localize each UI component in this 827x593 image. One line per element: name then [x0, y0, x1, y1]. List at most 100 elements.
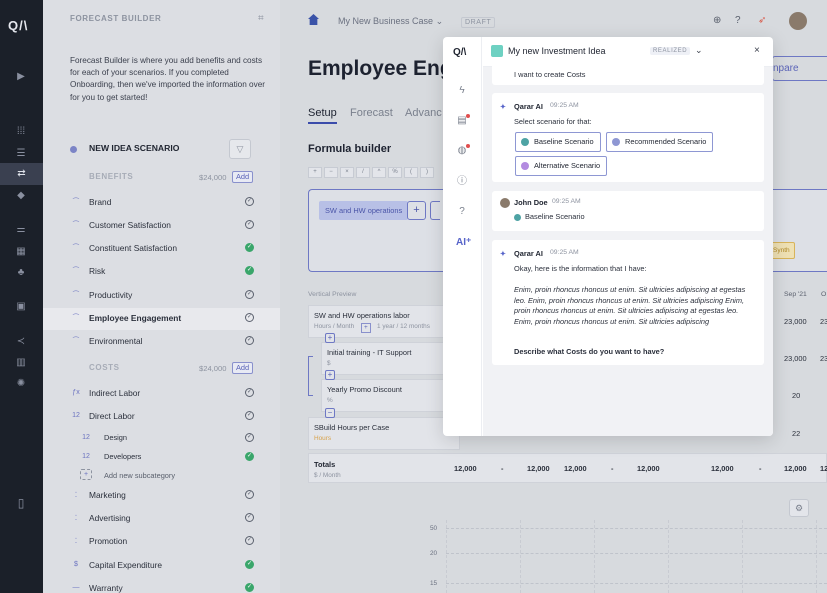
- alternative-scenario-option[interactable]: Alternative Scenario: [515, 156, 608, 176]
- cost-item[interactable]: ⁚ Marketing ✓: [70, 485, 280, 507]
- chat-icon[interactable]: ◍: [456, 144, 470, 157]
- benefit-item[interactable]: ⁀ Brand ✓: [70, 192, 280, 214]
- cube-icon[interactable]: ◆: [17, 190, 25, 201]
- benefit-item[interactable]: ⁀ Environmental ✓: [70, 331, 280, 353]
- status-complete-icon: ✓: [245, 583, 254, 592]
- preview-row[interactable]: SBuild Hours per Case Hours: [308, 417, 460, 450]
- play-icon[interactable]: ▶: [17, 71, 25, 82]
- cost-item[interactable]: ⁚ Promotion ✓: [70, 531, 280, 553]
- benefit-item[interactable]: ⁀ Customer Satisfaction ✓: [70, 215, 280, 237]
- flow-icon[interactable]: ⇄: [0, 163, 43, 185]
- grid-line: [594, 520, 595, 593]
- status-complete-icon: ✓: [245, 266, 254, 275]
- cost-item[interactable]: $ Capital Expenditure ✓: [70, 555, 280, 577]
- number-icon: ⁚: [74, 515, 78, 522]
- multiply-operator-button[interactable]: ×: [340, 167, 354, 178]
- benefit-item[interactable]: ⁀ Productivity ✓: [70, 285, 280, 307]
- info-icon[interactable]: ⓘ: [457, 176, 467, 187]
- preview-row[interactable]: Initial training - IT Support $: [321, 342, 460, 375]
- sender-name: Qarar AI: [514, 249, 543, 258]
- help-icon[interactable]: ?: [459, 206, 465, 217]
- bar-chart-icon[interactable]: ▥: [16, 357, 26, 368]
- globe-icon[interactable]: ⊕: [713, 15, 722, 26]
- close-button[interactable]: ×: [754, 45, 760, 56]
- grid-icon[interactable]: ⁞⁞⁞: [16, 126, 26, 137]
- close-paren-button[interactable]: ): [420, 167, 434, 178]
- costs-amount: $24,000: [199, 364, 227, 373]
- message-time: 09:25 AM: [550, 249, 579, 256]
- grid-line: [520, 520, 521, 593]
- preview-row[interactable]: Yearly Promo Discount %: [321, 379, 460, 412]
- benefit-item[interactable]: ⁀ Constituent Satisfaction ✓: [70, 238, 280, 260]
- document-icon[interactable]: ▤: [456, 114, 470, 127]
- rocket-icon[interactable]: ➶: [758, 15, 767, 26]
- tab-forecast[interactable]: Forecast: [350, 107, 393, 119]
- more-button[interactable]: [430, 201, 440, 220]
- synthesize-button[interactable]: Synth: [769, 242, 795, 259]
- add-icon[interactable]: +: [361, 323, 371, 333]
- baseline-scenario-option[interactable]: Baseline Scenario: [515, 132, 601, 152]
- lightning-icon[interactable]: ϟ: [459, 85, 465, 96]
- grid-toggle-icon[interactable]: ⌗: [258, 13, 264, 24]
- settings-icon[interactable]: ✺: [16, 378, 26, 389]
- breadcrumb[interactable]: My New Business Case ⌄: [338, 16, 443, 27]
- cost-item[interactable]: 12 Direct Labor ✓: [70, 406, 280, 428]
- list-icon[interactable]: ☰: [16, 148, 26, 159]
- home-icon[interactable]: [308, 14, 319, 25]
- recommended-scenario-option[interactable]: Recommended Scenario: [606, 132, 714, 152]
- cost-item[interactable]: ƒx Indirect Labor ✓: [70, 383, 280, 405]
- status-icon: ✓: [245, 536, 254, 545]
- benefit-item[interactable]: ⁀ Risk ✓: [70, 261, 280, 283]
- cost-subitem[interactable]: 12 Design ✓: [70, 428, 280, 450]
- total-value: 12,000: [784, 464, 807, 473]
- minus-operator-button[interactable]: −: [324, 167, 338, 178]
- table-icon[interactable]: ▦: [16, 246, 26, 257]
- tab-advanced[interactable]: Advanc: [405, 107, 442, 119]
- modal-sidebar: Q/\ ϟ ▤ ◍ ⓘ ? AI⁺: [443, 37, 482, 436]
- add-operator-button[interactable]: +: [407, 201, 426, 220]
- tab-setup[interactable]: Setup: [308, 107, 337, 124]
- open-paren-button[interactable]: (: [404, 167, 418, 178]
- cost-item[interactable]: — Warranty ✓: [70, 578, 280, 593]
- benefit-item-selected[interactable]: ⁀ Employee Engagement ✓: [43, 308, 280, 330]
- chevron-down-icon[interactable]: ⌄: [695, 45, 703, 55]
- filter-icon[interactable]: ▽: [229, 139, 251, 159]
- chart-settings-icon[interactable]: ⚙: [789, 499, 809, 517]
- ai-icon[interactable]: AI⁺: [456, 237, 472, 248]
- compare-button[interactable]: npare: [772, 56, 827, 81]
- message-body: Enim, proin rhoncus rhoncus ut enim. Sit…: [514, 285, 746, 326]
- scenario-dot: [514, 214, 521, 221]
- formula-variable-chip[interactable]: SW and HW operations: [319, 201, 409, 220]
- expand-icon[interactable]: +: [325, 333, 335, 343]
- row-name: SBuild Hours per Case: [314, 423, 390, 432]
- scenario-dot: [521, 138, 529, 146]
- divide-operator-button[interactable]: /: [356, 167, 370, 178]
- total-value: 12,000: [711, 464, 734, 473]
- benefit-icon: ⁀: [73, 292, 79, 299]
- operator-toolbar: + − × / ^ % ( ): [308, 167, 434, 178]
- collapse-icon[interactable]: −: [325, 408, 335, 418]
- sliders-icon[interactable]: ⚌: [16, 224, 26, 235]
- dashboard-icon[interactable]: ▣: [16, 301, 26, 312]
- add-benefit-button[interactable]: Add: [232, 171, 254, 183]
- add-subcategory-button[interactable]: + Add new subcategory: [70, 466, 280, 488]
- avatar[interactable]: [789, 12, 807, 30]
- total-value: 12: [820, 464, 827, 473]
- scenario-name[interactable]: NEW IDEA SCENARIO: [89, 143, 180, 153]
- preview-row[interactable]: SW and HW operations labor Hours / Month…: [308, 305, 460, 338]
- cost-label: Marketing: [89, 490, 126, 500]
- share-icon[interactable]: ♣: [17, 267, 25, 278]
- plus-operator-button[interactable]: +: [308, 167, 322, 178]
- status-icon: ✓: [245, 490, 254, 499]
- share-nodes-icon[interactable]: ≺: [16, 336, 26, 347]
- add-cost-button[interactable]: Add: [232, 362, 254, 374]
- panel-icon[interactable]: ▯: [17, 496, 25, 510]
- help-icon[interactable]: ?: [735, 15, 741, 26]
- power-operator-button[interactable]: ^: [372, 167, 386, 178]
- chat-thread: I want to create Costs ✦ Qarar AI 09:25 …: [483, 57, 773, 436]
- percent-operator-button[interactable]: %: [388, 167, 402, 178]
- cost-item[interactable]: ⁚ Advertising ✓: [70, 508, 280, 530]
- cost-subitem[interactable]: 12 Developers ✓: [70, 447, 280, 469]
- status-badge: DRAFT: [461, 17, 496, 28]
- expand-icon[interactable]: +: [325, 370, 335, 380]
